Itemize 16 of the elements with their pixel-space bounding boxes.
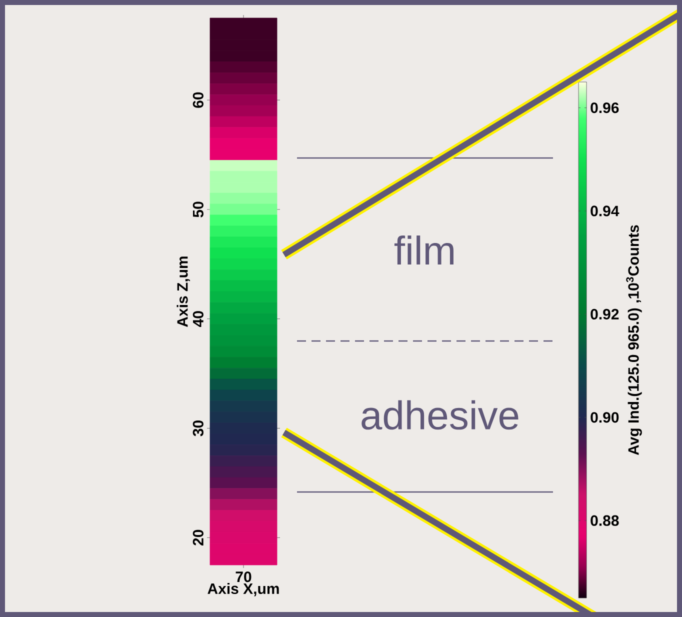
y-tick-label: 60 [192,92,204,108]
y-tick-label: 50 [192,202,204,218]
color-bar-label: 0.88 [590,515,619,526]
y-tick-label: 40 [192,311,204,327]
color-bar-title: Avg Ind.(125.0 965.0) ,10$^{3}$Counts [626,225,642,456]
color-bar-label: 0.94 [590,206,620,216]
text: film [394,236,454,264]
x-tick-label: 70 [236,572,252,582]
y-axis-title: Axis Z,um [176,256,190,327]
y-tick-label: 20 [192,530,204,546]
color-bar-label: 0.96 [590,102,619,114]
color-bar-label: 0.90 [590,412,619,423]
y-tick-label: 30 [192,420,204,436]
text: adhesive [362,400,518,430]
x-axis-title: Axis X,um [208,583,279,596]
color-bar-label: 0.92 [590,308,619,320]
